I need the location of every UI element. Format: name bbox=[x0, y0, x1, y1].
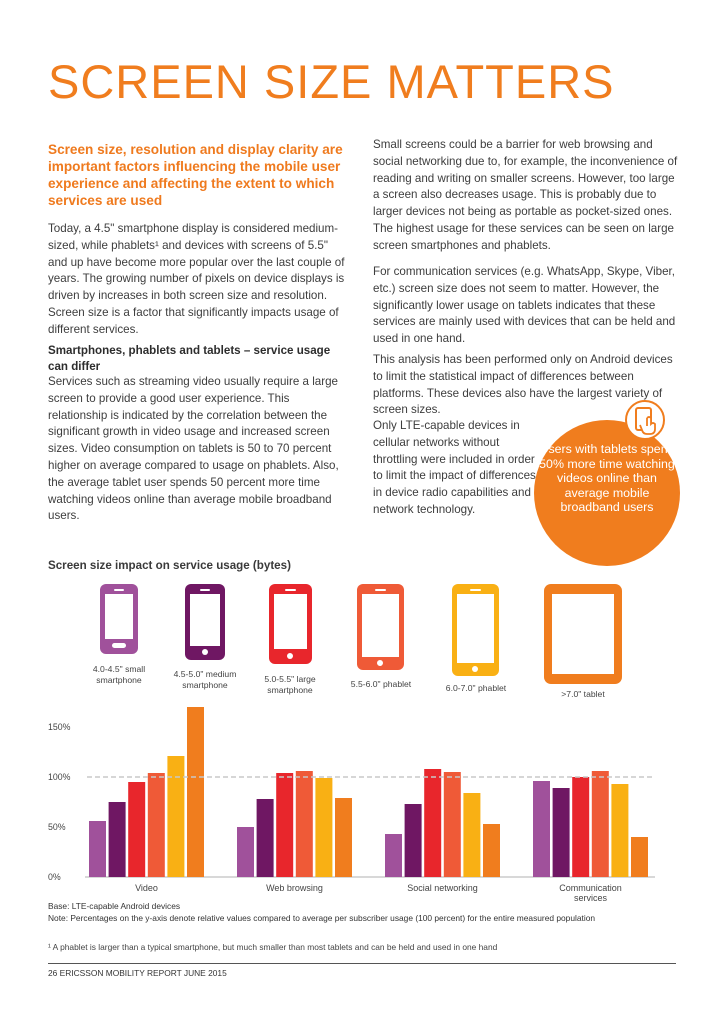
device-label: 5.0-5.5" large smartphone bbox=[264, 674, 316, 695]
bar bbox=[276, 773, 294, 877]
bar bbox=[335, 798, 352, 877]
category-label: Communication bbox=[559, 883, 622, 893]
category-label: Web browsing bbox=[266, 883, 323, 893]
bar bbox=[315, 778, 333, 877]
bar bbox=[463, 793, 481, 877]
chart-title: Screen size impact on service usage (byt… bbox=[48, 559, 291, 572]
bar bbox=[424, 769, 442, 877]
phablet-small-icon bbox=[357, 584, 404, 670]
bar bbox=[483, 824, 500, 877]
body-paragraph: Only LTE-capable devices in cellular net… bbox=[373, 419, 536, 516]
body-paragraph: Small screens could be a barrier for web… bbox=[373, 138, 678, 252]
bar bbox=[167, 756, 185, 877]
bar bbox=[443, 772, 461, 877]
chart-note: Note: Percentages on the y-axis denote r… bbox=[48, 913, 596, 923]
y-tick-label: 0% bbox=[48, 872, 61, 882]
y-tick-label: 50% bbox=[48, 822, 66, 832]
section-subheading: Smartphones, phablets and tablets – serv… bbox=[48, 344, 331, 373]
page-title: SCREEN SIZE MATTERS bbox=[48, 55, 615, 108]
body-paragraph: This analysis has been performed only on… bbox=[373, 353, 673, 417]
bar bbox=[631, 837, 648, 877]
device-label: 5.5-6.0" phablet bbox=[350, 679, 412, 689]
tablet-icon bbox=[544, 584, 622, 684]
small-smartphone-icon bbox=[100, 584, 138, 654]
lead-paragraph: Screen size, resolution and display clar… bbox=[48, 142, 343, 208]
callout-text: Users with tablets spend 50% more time w… bbox=[539, 442, 675, 515]
body-paragraph: Services such as streaming video usually… bbox=[48, 375, 339, 523]
body-paragraph: For communication services (e.g. WhatsAp… bbox=[373, 265, 676, 346]
bar bbox=[404, 804, 422, 877]
bar bbox=[552, 788, 570, 877]
device-label: >7.0" tablet bbox=[561, 689, 605, 699]
large-smartphone-icon bbox=[269, 584, 312, 664]
bar bbox=[108, 802, 126, 877]
footnote: ¹ A phablet is larger than a typical sma… bbox=[48, 942, 498, 952]
callout-circle bbox=[534, 420, 680, 566]
footer-divider bbox=[48, 963, 676, 964]
bar bbox=[611, 784, 629, 877]
bar bbox=[591, 771, 609, 877]
bar-chart: 0% 50% 100% 150% Video Web browsing Social net… bbox=[48, 707, 655, 903]
y-tick-label: 150% bbox=[48, 722, 71, 732]
medium-smartphone-icon bbox=[185, 584, 225, 660]
chart-note-base: Base: LTE-capable Android devices bbox=[48, 901, 181, 911]
bar bbox=[533, 781, 550, 877]
device-label: 4.0-4.5" small smartphone bbox=[92, 664, 146, 685]
phablet-large-icon bbox=[452, 584, 499, 676]
bar bbox=[89, 821, 106, 877]
category-label: services bbox=[574, 893, 608, 903]
device-icons bbox=[100, 584, 622, 684]
bar bbox=[385, 834, 402, 877]
bar bbox=[295, 771, 313, 877]
bar bbox=[147, 773, 165, 877]
device-label: 4.5-5.0" medium smartphone bbox=[173, 669, 237, 690]
page-footer: 26 ERICSSON MOBILITY REPORT JUNE 2015 bbox=[48, 968, 227, 978]
bar bbox=[572, 777, 590, 877]
bar bbox=[256, 799, 274, 877]
device-label: 6.0-7.0" phablet bbox=[445, 683, 507, 693]
y-tick-label: 100% bbox=[48, 772, 71, 782]
body-paragraph: Today, a 4.5" smartphone display is cons… bbox=[48, 222, 345, 336]
bar bbox=[237, 827, 254, 877]
category-label: Social networking bbox=[407, 883, 478, 893]
bar bbox=[187, 707, 204, 877]
category-label: Video bbox=[135, 883, 158, 893]
bar bbox=[128, 782, 146, 877]
tablet-touch-icon bbox=[625, 400, 665, 440]
